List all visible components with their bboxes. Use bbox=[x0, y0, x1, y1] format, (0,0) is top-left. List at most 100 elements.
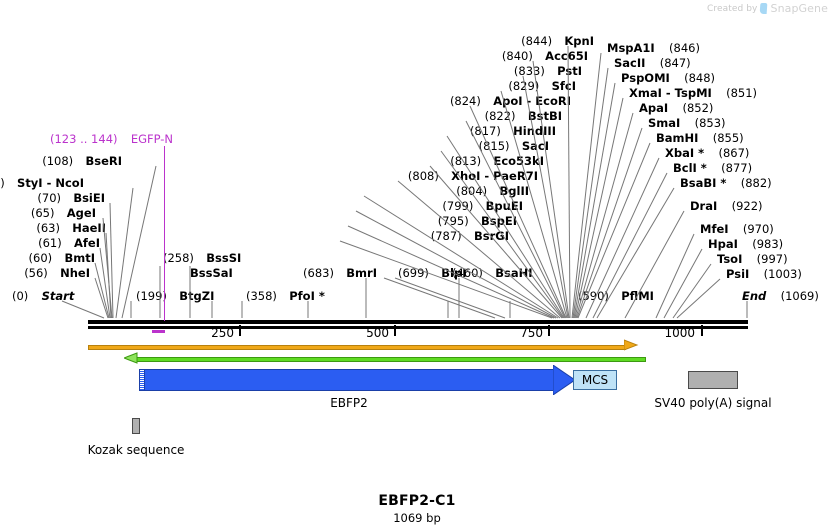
sequence-backbone-upper bbox=[88, 320, 748, 324]
enzyme-label-bstbi[interactable]: (822) BstBI bbox=[485, 110, 562, 122]
enzyme-label-hpai[interactable]: HpaI (983) bbox=[708, 238, 783, 250]
ruler-number-1000: 1000 bbox=[664, 326, 695, 340]
enzyme-pos: (848) bbox=[684, 71, 716, 85]
enzyme-name: BssSaI bbox=[190, 266, 233, 280]
enzyme-label-bsabi[interactable]: BsaBI * (882) bbox=[680, 177, 772, 189]
feature-name-ebfp2: EBFP2 bbox=[330, 396, 368, 410]
enzyme-label-bsrgi[interactable]: (787) BsrGI bbox=[431, 230, 509, 242]
enzyme-label-sacii[interactable]: SacII (847) bbox=[614, 57, 691, 69]
ebfp2-hatch-start bbox=[139, 369, 144, 391]
enzyme-label-mspa1i[interactable]: MspA1I (846) bbox=[607, 42, 700, 54]
enzyme-label-drai[interactable]: DraI (922) bbox=[690, 200, 763, 212]
enzyme-name: XbaI * bbox=[665, 146, 705, 160]
enzyme-label-xhoi-paer7i[interactable]: (808) XhoI - PaeR7I bbox=[408, 170, 538, 182]
enzyme-label-btgzi[interactable]: (199) BtgZI bbox=[136, 290, 214, 302]
enzyme-pos: (983) bbox=[752, 237, 784, 251]
feature-ebfp2-arrowhead bbox=[553, 365, 576, 395]
enzyme-name: PspOMI bbox=[621, 71, 670, 85]
enzyme-pos: (65) bbox=[30, 206, 55, 220]
enzyme-label-hindiii[interactable]: (817) HindIII bbox=[470, 125, 556, 137]
enzyme-label-tsoi[interactable]: TsoI (997) bbox=[717, 253, 788, 265]
enzyme-label-apai[interactable]: ApaI (852) bbox=[639, 102, 713, 114]
enzyme-name: MfeI bbox=[700, 222, 729, 236]
plasmid-size: 1069 bp bbox=[393, 511, 441, 525]
enzyme-pos: (590) bbox=[578, 289, 609, 303]
enzyme-label-psti[interactable]: (833) PstI bbox=[514, 65, 582, 77]
feature-ebfp2-body[interactable] bbox=[144, 369, 554, 391]
enzyme-label-saci[interactable]: (815) SacI bbox=[479, 140, 549, 152]
enzyme-pos: (922) bbox=[731, 199, 763, 213]
enzyme-label-pspomi[interactable]: PspOMI (848) bbox=[621, 72, 715, 84]
enzyme-pos: (699) bbox=[398, 266, 429, 280]
enzyme-label-mfei[interactable]: MfeI (970) bbox=[700, 223, 774, 235]
enzyme-pos: (844) bbox=[521, 34, 553, 48]
egfp-n-label: EGFP-N bbox=[130, 132, 174, 146]
enzyme-label-bpuei[interactable]: (799) BpuEI bbox=[442, 200, 523, 212]
enzyme-label-styi-ncoi[interactable]: (76) StyI - NcoI bbox=[0, 177, 84, 189]
enzyme-label-sfci[interactable]: (829) SfcI bbox=[508, 80, 576, 92]
enzyme-pos: (882) bbox=[740, 176, 772, 190]
enzyme-pos: (815) bbox=[478, 139, 510, 153]
feature-sv40-box[interactable] bbox=[688, 371, 738, 389]
enzyme-name: KpnI bbox=[564, 34, 594, 48]
enzyme-name: HaeII bbox=[72, 221, 106, 235]
enzyme-label-bcli[interactable]: BclI * (877) bbox=[673, 162, 752, 174]
enzyme-pos: (76) bbox=[0, 176, 5, 190]
enzyme-label-apoi-ecori[interactable]: (824) ApoI - EcoRI bbox=[450, 95, 571, 107]
enzyme-label-haeii[interactable]: (63) HaeII bbox=[36, 222, 106, 234]
enzyme-name: PstI bbox=[557, 64, 582, 78]
enzyme-label-bsiei[interactable]: (70) BsiEI bbox=[37, 192, 105, 204]
end-name: End bbox=[742, 289, 767, 303]
enzyme-label-smai[interactable]: SmaI (853) bbox=[648, 117, 726, 129]
enzyme-label-bsssi[interactable]: (258) BssSI bbox=[163, 252, 241, 264]
feature-kozak-box[interactable] bbox=[132, 418, 140, 434]
watermark-prefix: Created by bbox=[706, 3, 758, 14]
snapgene-logo-icon bbox=[760, 3, 768, 14]
enzyme-label-blpi[interactable]: (699) BlpI bbox=[398, 267, 466, 279]
enzyme-label-xbai[interactable]: XbaI * (867) bbox=[665, 147, 749, 159]
enzyme-label-bmri[interactable]: (683) BmrI bbox=[303, 267, 377, 279]
feature-green-bar[interactable] bbox=[134, 357, 646, 362]
enzyme-label-bamhi[interactable]: BamHI (855) bbox=[656, 132, 744, 144]
enzyme-pos: (60) bbox=[28, 251, 53, 265]
enzyme-name: AfeI bbox=[74, 236, 100, 250]
enzyme-name: XhoI - PaeR7I bbox=[451, 169, 538, 183]
start-label[interactable]: (0) Start bbox=[12, 290, 74, 302]
enzyme-label-bmti[interactable]: (60) BmtI bbox=[29, 252, 95, 264]
enzyme-pos: (199) bbox=[136, 289, 167, 303]
enzyme-label-pfoi[interactable]: (358) PfoI * bbox=[246, 290, 325, 302]
enzyme-name: SmaI bbox=[648, 116, 681, 130]
enzyme-name: BstBI bbox=[527, 109, 562, 123]
enzyme-label-pflmi[interactable]: (590) PflMI bbox=[578, 290, 654, 302]
enzyme-pos: (799) bbox=[442, 199, 474, 213]
enzyme-label-acc65i[interactable]: (840) Acc65I bbox=[502, 50, 588, 62]
enzyme-pos: (61) bbox=[38, 236, 62, 250]
enzyme-pos: (970) bbox=[742, 222, 774, 236]
enzyme-label-afei[interactable]: (61) AfeI bbox=[38, 237, 100, 249]
enzyme-label-bseri[interactable]: (108) BseRI bbox=[42, 155, 122, 167]
enzyme-label-agei[interactable]: (65) AgeI bbox=[31, 207, 96, 219]
enzyme-name: BmrI bbox=[346, 266, 377, 280]
enzyme-pos: (808) bbox=[407, 169, 439, 183]
enzyme-name: StyI - NcoI bbox=[17, 176, 84, 190]
egfp-n-marker-bar bbox=[152, 330, 165, 333]
enzyme-name: SacII bbox=[614, 56, 646, 70]
enzyme-label-eco53ki[interactable]: (813) Eco53kI bbox=[450, 155, 544, 167]
feature-label-egfp-n[interactable]: (123 .. 144) EGFP-N bbox=[50, 132, 173, 146]
feature-mcs-box[interactable]: MCS bbox=[573, 370, 617, 390]
enzyme-label-kpni[interactable]: (844) KpnI bbox=[521, 35, 594, 47]
enzyme-label-psii[interactable]: PsiI (1003) bbox=[726, 268, 802, 280]
enzyme-name: BglII bbox=[499, 184, 530, 198]
enzyme-pos: (56) bbox=[24, 266, 48, 280]
enzyme-pos: (813) bbox=[450, 154, 482, 168]
enzyme-label-nhei[interactable]: (56) NheI bbox=[24, 267, 90, 279]
enzyme-label-bspei[interactable]: (795) BspEI bbox=[438, 215, 517, 227]
enzyme-label-xmai-tspmi[interactable]: XmaI - TspMI (851) bbox=[629, 87, 757, 99]
feature-name-kozak: Kozak sequence bbox=[87, 443, 185, 457]
enzyme-label-bglii[interactable]: (804) BglII bbox=[456, 185, 529, 197]
end-label[interactable]: End (1069) bbox=[742, 290, 819, 302]
enzyme-label-bsssai[interactable]: BssSaI bbox=[190, 267, 233, 279]
feature-orange-bar[interactable] bbox=[88, 345, 626, 350]
enzyme-name: BsrGI bbox=[474, 229, 509, 243]
feature-green-arrowhead bbox=[124, 352, 138, 364]
